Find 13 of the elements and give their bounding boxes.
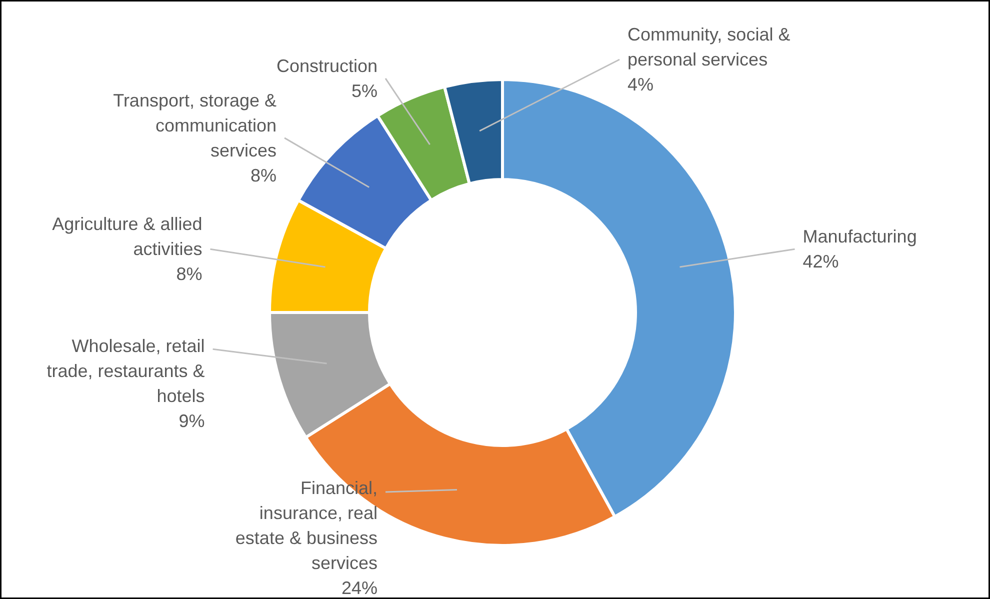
data-label: 9% xyxy=(178,411,205,432)
slice-label: Manufacturing xyxy=(802,226,917,247)
data-label: 24% xyxy=(341,578,378,598)
slice-label: Wholesale, retail trade, restaurants & hotels xyxy=(46,336,205,406)
data-label: 8% xyxy=(176,264,202,284)
slice-label: Transport, storage & communication services xyxy=(113,90,277,160)
slice-label: Construction xyxy=(276,56,378,76)
data-label: 4% xyxy=(628,74,654,95)
data-label: 5% xyxy=(351,80,378,101)
slice-label: Community, social & personal services xyxy=(628,24,790,70)
data-label: 42% xyxy=(802,252,839,272)
data-label: 8% xyxy=(250,165,277,186)
slice-label: Agriculture & allied activities xyxy=(52,214,202,260)
